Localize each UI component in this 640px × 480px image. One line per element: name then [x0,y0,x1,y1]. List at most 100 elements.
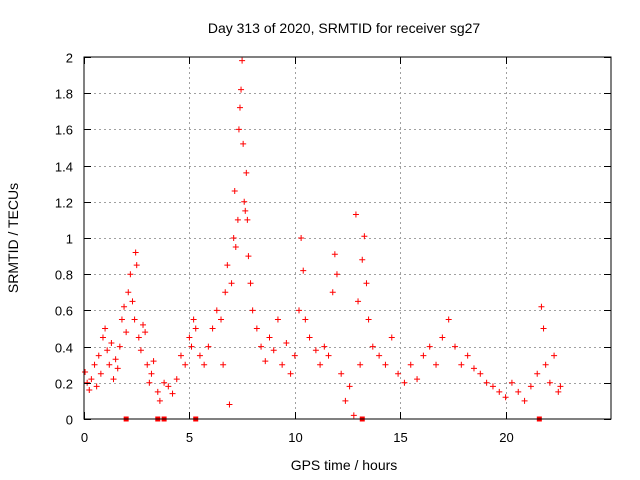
data-point [133,262,140,269]
data-point [388,334,395,341]
data-point [540,325,547,332]
data-point [489,383,496,390]
data-point [352,211,359,218]
data-point [333,271,340,278]
data-point [102,325,109,332]
data-point [253,325,260,332]
data-point [296,307,303,314]
data-point [226,401,233,408]
y-tick-label: 1.2 [55,196,73,211]
data-point [236,104,243,111]
data-point [357,361,364,368]
data-point [312,347,319,354]
y-tick-label: 1.8 [55,87,73,102]
data-point [150,358,157,365]
data-point [243,169,250,176]
data-point [165,383,172,390]
data-point [262,358,269,365]
y-tick-label: 1 [66,232,73,247]
data-point [220,361,227,368]
data-point [95,352,102,359]
data-point [258,343,265,350]
data-point [213,307,220,314]
data-point [148,370,155,377]
data-point [382,361,389,368]
data-point [249,307,256,314]
data-point [205,343,212,350]
data-point [359,256,366,263]
data-point [496,388,503,395]
x-tick-label: 20 [499,430,513,445]
data-point [445,316,452,323]
y-tick-label: 0.2 [55,377,73,392]
y-tick-label: 1.4 [55,160,73,175]
data-point [365,316,372,323]
data-point [420,352,427,359]
data-point [414,376,421,383]
data-point [355,298,362,305]
data-point [232,244,239,251]
data-point [515,388,522,395]
x-tick-label: 15 [393,430,407,445]
data-point [395,370,402,377]
data-point [300,267,307,274]
x-tick-label: 5 [186,430,193,445]
y-tick-label: 1.6 [55,123,73,138]
data-point [555,388,562,395]
data-point [439,334,446,341]
data-point [534,370,541,377]
data-point [342,397,349,404]
data-point [329,289,336,296]
data-point [93,383,100,390]
data-point [521,397,528,404]
data-point [123,329,130,336]
data-point [173,376,180,383]
data-point [209,325,216,332]
data-point [546,379,553,386]
data-point [146,379,153,386]
data-point [407,361,414,368]
data-point [302,316,309,323]
data-point [363,280,370,287]
data-point [361,233,368,240]
data-point [244,216,251,223]
data-point [142,329,149,336]
axes: 00.20.40.60.811.21.41.61.820 5 10 15 20 [55,51,611,445]
data-point [218,316,225,323]
data-point [240,140,247,147]
data-point [177,352,184,359]
data-point [132,249,139,256]
data-point [433,361,440,368]
data-point [137,347,144,354]
data-point [201,361,208,368]
data-point [99,334,106,341]
data-point [228,280,235,287]
x-tick-label: 10 [288,430,302,445]
data-point [127,271,134,278]
data-point [452,343,459,350]
data-point [190,316,197,323]
data-point [131,316,138,323]
data-point [508,379,515,386]
data-point [317,361,324,368]
data-point [242,207,249,214]
data-point [283,339,290,346]
data-point [129,298,136,305]
data-point [306,334,313,341]
data-point [235,126,242,133]
data-point [121,303,128,310]
data-point [458,361,465,368]
data-point [239,57,246,64]
data-point [483,379,490,386]
data-point [196,352,203,359]
y-tick-label: 2 [66,51,73,66]
y-tick-label: 0 [66,413,73,428]
data-point [104,347,111,354]
data-point [114,365,121,372]
data-point [116,343,123,350]
data-point [125,289,132,296]
data-point [551,352,558,359]
data-point [274,316,281,323]
data-point [140,321,147,328]
